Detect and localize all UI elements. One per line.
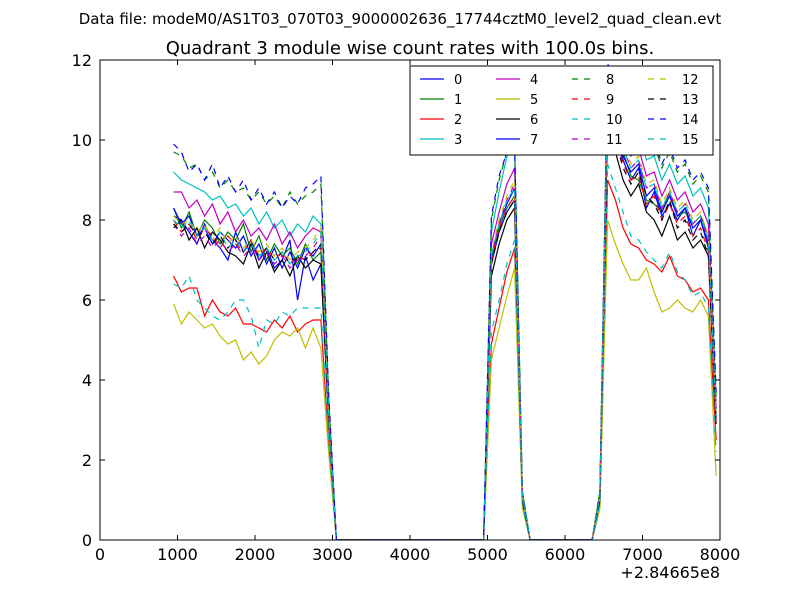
x-tick-label: 2000: [235, 545, 276, 564]
legend-label-6: 6: [530, 113, 538, 128]
x-offset-label: +2.84665e8: [620, 563, 720, 582]
legend-label-5: 5: [530, 93, 538, 108]
series-line-14: [173, 63, 717, 540]
legend-label-11: 11: [606, 133, 623, 148]
y-tick-label: 4: [82, 371, 92, 390]
y-tick-label: 8: [82, 211, 92, 230]
x-tick-label: 0: [95, 545, 105, 564]
legend-label-4: 4: [530, 73, 538, 88]
legend-label-14: 14: [682, 113, 699, 128]
x-tick-label: 4000: [390, 545, 431, 564]
legend-label-12: 12: [682, 73, 699, 88]
x-tick-label: 6000: [545, 545, 586, 564]
y-tick-label: 2: [82, 451, 92, 470]
y-tick-label: 10: [72, 131, 92, 150]
x-tick-label: 5000: [467, 545, 508, 564]
legend-label-15: 15: [682, 133, 699, 148]
series-line-15: [173, 91, 717, 540]
legend-label-10: 10: [606, 113, 623, 128]
legend-label-7: 7: [530, 133, 538, 148]
series-line-13: [173, 111, 717, 540]
y-tick-label: 0: [82, 531, 92, 550]
series-line-5: [173, 219, 717, 540]
legend-label-3: 3: [454, 133, 462, 148]
legend-frame: [409, 65, 714, 156]
legend-label-1: 1: [454, 93, 462, 108]
legend-label-0: 0: [454, 73, 462, 88]
y-tick-label: 12: [72, 51, 92, 70]
legend-label-2: 2: [454, 113, 462, 128]
x-tick-label: 1000: [157, 545, 198, 564]
legend-label-13: 13: [682, 93, 699, 108]
axis-ticks: 0 1000 2000 3000 4000 5000 6000 7000 80000246810…: [72, 51, 741, 564]
chart-title: Quadrant 3 module wise count rates with …: [166, 38, 655, 59]
x-tick-label: 8000: [700, 545, 741, 564]
x-tick-label: 7000: [622, 545, 663, 564]
plot-lines: [173, 63, 717, 540]
figure-suptitle: Data file: modeM0/AS1T03_070T03_90000026…: [79, 10, 722, 29]
x-tick-label: 3000: [312, 545, 353, 564]
legend-label-9: 9: [606, 93, 614, 108]
series-line-10: [173, 163, 717, 540]
legend-label-8: 8: [606, 73, 614, 88]
y-tick-label: 6: [82, 291, 92, 310]
series-line-11: [173, 95, 717, 540]
